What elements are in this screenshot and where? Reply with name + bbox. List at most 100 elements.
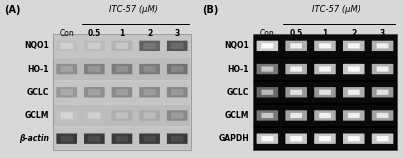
FancyBboxPatch shape [377,43,389,49]
Text: 2: 2 [147,29,152,38]
FancyBboxPatch shape [112,41,132,51]
FancyBboxPatch shape [139,110,160,121]
Bar [254,58,396,80]
Bar [54,128,190,149]
FancyBboxPatch shape [112,87,132,97]
FancyBboxPatch shape [257,41,278,51]
FancyBboxPatch shape [167,134,187,144]
FancyBboxPatch shape [171,43,183,49]
Bar [53,34,191,150]
FancyBboxPatch shape [139,87,160,97]
FancyBboxPatch shape [116,43,128,49]
Text: ITC-57 (μM): ITC-57 (μM) [109,5,158,14]
FancyBboxPatch shape [314,64,336,74]
FancyBboxPatch shape [377,136,389,141]
FancyBboxPatch shape [139,134,160,144]
FancyBboxPatch shape [290,90,302,95]
FancyBboxPatch shape [372,110,393,121]
FancyBboxPatch shape [290,43,302,49]
FancyBboxPatch shape [257,64,278,74]
FancyBboxPatch shape [372,41,393,51]
FancyBboxPatch shape [139,64,160,74]
FancyBboxPatch shape [112,110,132,121]
FancyBboxPatch shape [84,41,105,51]
FancyBboxPatch shape [343,64,364,74]
Bar [254,82,396,103]
Text: 3: 3 [380,29,385,38]
FancyBboxPatch shape [261,43,273,49]
Text: 3: 3 [175,29,180,38]
FancyBboxPatch shape [57,87,77,97]
FancyBboxPatch shape [372,87,393,97]
FancyBboxPatch shape [84,110,105,121]
Text: GCLC: GCLC [227,88,249,97]
FancyBboxPatch shape [171,112,183,118]
Bar [254,105,396,126]
Bar [253,34,397,150]
FancyBboxPatch shape [290,113,302,118]
FancyBboxPatch shape [88,66,101,72]
FancyBboxPatch shape [112,64,132,74]
FancyBboxPatch shape [88,136,101,142]
FancyBboxPatch shape [57,110,77,121]
FancyBboxPatch shape [319,67,331,72]
Text: Con: Con [59,29,74,38]
FancyBboxPatch shape [319,43,331,49]
Text: 2: 2 [351,29,356,38]
FancyBboxPatch shape [167,87,187,97]
Text: β-actin: β-actin [19,134,49,143]
FancyBboxPatch shape [319,113,331,118]
FancyBboxPatch shape [372,64,393,74]
FancyBboxPatch shape [348,136,360,141]
FancyBboxPatch shape [61,136,73,142]
Text: 1: 1 [119,29,124,38]
FancyBboxPatch shape [285,87,307,97]
FancyBboxPatch shape [285,64,307,74]
FancyBboxPatch shape [112,134,132,144]
FancyBboxPatch shape [61,89,73,95]
Bar [54,82,190,103]
FancyBboxPatch shape [143,89,156,95]
FancyBboxPatch shape [261,67,273,72]
Bar [54,105,190,126]
Text: HO-1: HO-1 [227,65,249,74]
FancyBboxPatch shape [314,110,336,121]
Text: 0.5: 0.5 [88,29,101,38]
FancyBboxPatch shape [261,136,273,141]
Bar [54,58,190,80]
FancyBboxPatch shape [319,90,331,95]
FancyBboxPatch shape [84,87,105,97]
Text: GCLC: GCLC [27,88,49,97]
Text: 0.5: 0.5 [290,29,303,38]
FancyBboxPatch shape [314,87,336,97]
FancyBboxPatch shape [143,43,156,49]
FancyBboxPatch shape [377,90,389,95]
FancyBboxPatch shape [314,41,336,51]
Text: ITC-57 (μM): ITC-57 (μM) [312,5,361,14]
Bar [54,35,190,57]
FancyBboxPatch shape [61,112,73,118]
FancyBboxPatch shape [348,90,360,95]
FancyBboxPatch shape [171,89,183,95]
Text: GAPDH: GAPDH [218,134,249,143]
FancyBboxPatch shape [377,113,389,118]
FancyBboxPatch shape [257,87,278,97]
FancyBboxPatch shape [285,134,307,144]
Bar [254,35,396,57]
FancyBboxPatch shape [348,67,360,72]
Text: (B): (B) [202,5,218,15]
FancyBboxPatch shape [61,66,73,72]
FancyBboxPatch shape [285,110,307,121]
FancyBboxPatch shape [57,41,77,51]
FancyBboxPatch shape [84,134,105,144]
FancyBboxPatch shape [343,41,364,51]
FancyBboxPatch shape [143,136,156,142]
FancyBboxPatch shape [290,136,302,141]
FancyBboxPatch shape [319,136,331,141]
Text: GCLM: GCLM [225,111,249,120]
FancyBboxPatch shape [88,43,101,49]
Text: GCLM: GCLM [25,111,49,120]
Text: HO-1: HO-1 [27,65,49,74]
Text: (A): (A) [4,5,21,15]
FancyBboxPatch shape [372,134,393,144]
